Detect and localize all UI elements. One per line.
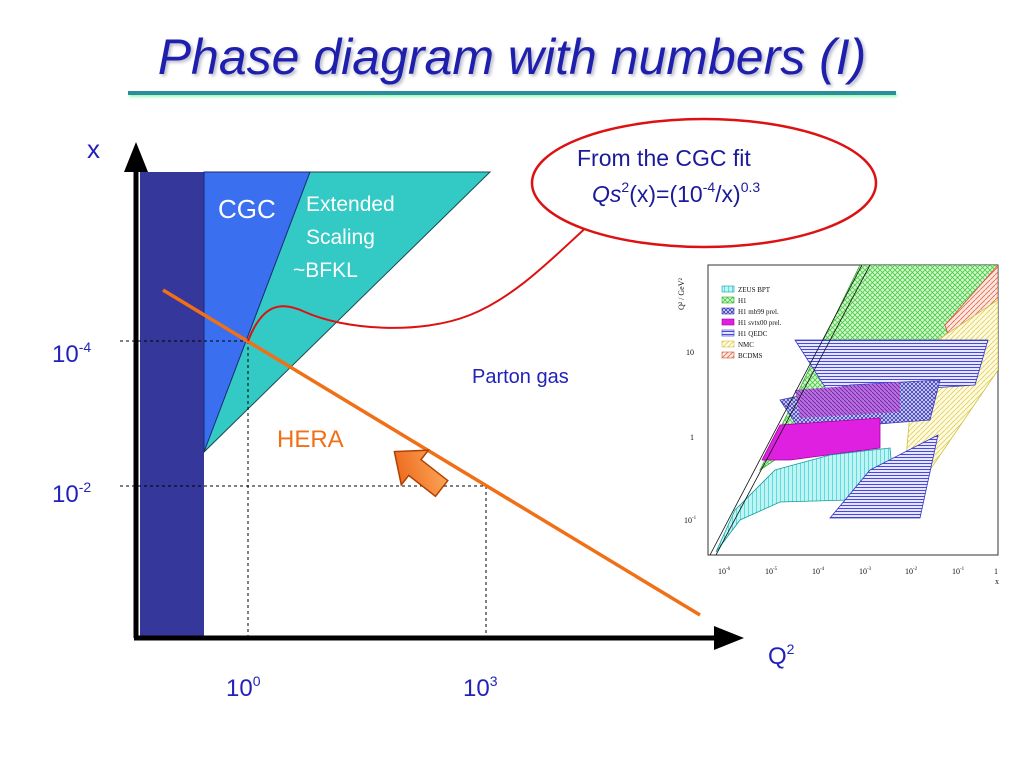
hera-direction-arrow	[393, 449, 449, 498]
callout-bubble	[530, 117, 878, 249]
callout-line1: From the CGC fit	[577, 145, 751, 171]
hera-line	[162, 288, 701, 617]
y-axis-label: x	[87, 134, 100, 164]
inset-y-tick-1: 1	[690, 433, 694, 442]
callout-connector	[247, 214, 601, 342]
extended-label-3: ~BFKL	[293, 259, 358, 282]
inset-legend: ZEUS BPT H1 H1 mb99 prel. H1 svtx00 prel…	[721, 285, 782, 360]
x-tick-1e3: 103	[463, 673, 498, 702]
inset-y-tick-0.1: 10-1	[684, 516, 697, 525]
inset-x-tick-1e-1: 10-1	[952, 567, 965, 576]
page-title: Phase diagram with numbers (I)	[157, 29, 867, 85]
legend-bcdms: BCDMS	[738, 352, 763, 360]
y-tick-1e-2: 10-2	[52, 479, 91, 508]
inset-figure: ZEUS BPT H1 H1 mb99 prel. H1 svtx00 prel…	[668, 258, 1008, 588]
extended-label-1: Extended	[306, 193, 395, 216]
x-axis-label: Q2	[768, 641, 795, 670]
inset-x-tick-1e-2: 10-2	[905, 567, 918, 576]
parton-gas-label: Parton gas	[472, 366, 569, 388]
inset-y-tick-10: 10	[686, 348, 694, 357]
legend-h1: H1	[738, 297, 747, 305]
guide-lines	[120, 340, 487, 636]
legend-h1-mb99: H1 mb99 prel.	[738, 308, 779, 316]
title-underline	[128, 91, 896, 95]
legend-h1-qedc: H1 QEDC	[738, 330, 768, 338]
inset-x-tick-1e-6: 10-6	[718, 567, 731, 576]
legend-zeus-bpt: ZEUS BPT	[738, 286, 771, 294]
extended-label-2: Scaling	[306, 226, 375, 249]
x-tick-1e0: 100	[226, 673, 261, 702]
saturation-band	[140, 172, 204, 636]
axes	[124, 142, 744, 650]
inset-x-tick-1: 1	[994, 567, 998, 576]
inset-x-tick-1e-3: 10-3	[859, 567, 872, 576]
inset-y-axis-label: Q² / GeV²	[677, 277, 686, 310]
cgc-label: CGC	[218, 194, 276, 224]
hera-label: HERA	[277, 426, 344, 453]
inset-x-axis-label: x	[995, 577, 999, 586]
legend-h1-svtx00: H1 svtx00 prel.	[738, 319, 782, 327]
y-tick-1e-4: 10-4	[52, 339, 91, 368]
legend-nmc: NMC	[738, 341, 754, 349]
cgc-region	[203, 171, 311, 453]
inset-x-tick-1e-5: 10-5	[765, 567, 778, 576]
callout-formula: Qs2(x)=(10-4/x)0.3	[592, 179, 760, 207]
inset-x-tick-1e-4: 10-4	[812, 567, 825, 576]
